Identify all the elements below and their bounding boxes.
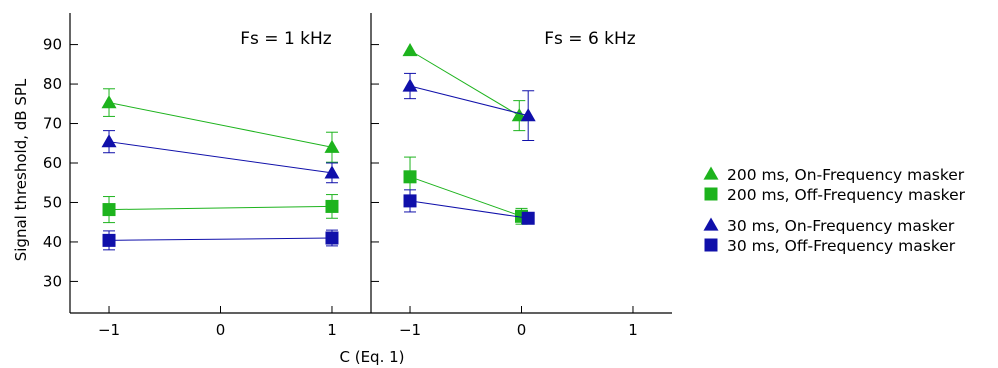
x-tick-label: 1 xyxy=(628,321,638,339)
panel-title-fs-6khz: Fs = 6 kHz xyxy=(544,29,636,49)
y-tick-label: 50 xyxy=(43,193,62,211)
x-tick-label: −1 xyxy=(399,321,421,339)
y-tick-label: 80 xyxy=(43,75,62,93)
legend-triangle-icon xyxy=(703,166,719,180)
series-line xyxy=(108,141,333,174)
series-line xyxy=(409,176,522,217)
triangle-marker xyxy=(402,78,418,92)
legend-square-icon xyxy=(704,187,718,201)
y-tick-label: 70 xyxy=(43,115,62,133)
square-marker xyxy=(521,211,535,225)
x-tick-label: 0 xyxy=(216,321,226,339)
series-line xyxy=(109,205,332,211)
y-tick-label: 90 xyxy=(43,36,62,54)
triangle-marker xyxy=(101,95,117,109)
legend-label: 200 ms, Off-Frequency masker xyxy=(727,186,966,204)
legend-triangle-icon xyxy=(703,217,719,231)
y-tick-label: 40 xyxy=(43,233,62,251)
series-line xyxy=(409,200,529,219)
triangle-marker xyxy=(324,139,340,153)
series-line xyxy=(108,102,333,148)
y-axis-label: Signal threshold, dB SPL xyxy=(12,78,30,261)
legend-label: 30 ms, On-Frequency masker xyxy=(727,217,955,235)
triangle-marker xyxy=(101,134,117,148)
square-marker xyxy=(325,231,339,245)
x-tick-label: 0 xyxy=(517,321,527,339)
panel-fs-6khz: Fs = 6 kHz xyxy=(402,29,636,225)
series-line xyxy=(109,237,332,241)
legend-label: 30 ms, Off-Frequency masker xyxy=(727,237,956,255)
x-tick-label: −1 xyxy=(98,321,120,339)
legend-square-icon xyxy=(704,238,718,252)
y-tick-label: 30 xyxy=(43,272,62,290)
x-axis: −1 0 1 −1 0 1 xyxy=(70,306,672,339)
square-marker xyxy=(403,194,417,208)
x-tick-label: 1 xyxy=(327,321,337,339)
y-tick-label: 60 xyxy=(43,154,62,172)
series-line xyxy=(409,85,529,117)
square-marker xyxy=(403,170,417,184)
square-marker xyxy=(102,233,116,247)
panel-title-fs-1khz: Fs = 1 kHz xyxy=(240,29,332,49)
legend: 200 ms, On-Frequency masker 200 ms, Off-F… xyxy=(703,166,966,255)
square-marker xyxy=(325,199,339,213)
triangle-marker xyxy=(402,43,418,57)
triangle-marker xyxy=(324,165,340,179)
panel-fs-1khz: Fs = 1 kHz xyxy=(101,29,340,251)
triangle-marker xyxy=(520,108,536,122)
x-axis-label: C (Eq. 1) xyxy=(339,348,404,366)
y-axis: 30 40 50 60 70 80 90 xyxy=(43,13,379,313)
square-marker xyxy=(102,203,116,217)
legend-label: 200 ms, On-Frequency masker xyxy=(727,166,965,184)
series-line xyxy=(409,50,520,117)
